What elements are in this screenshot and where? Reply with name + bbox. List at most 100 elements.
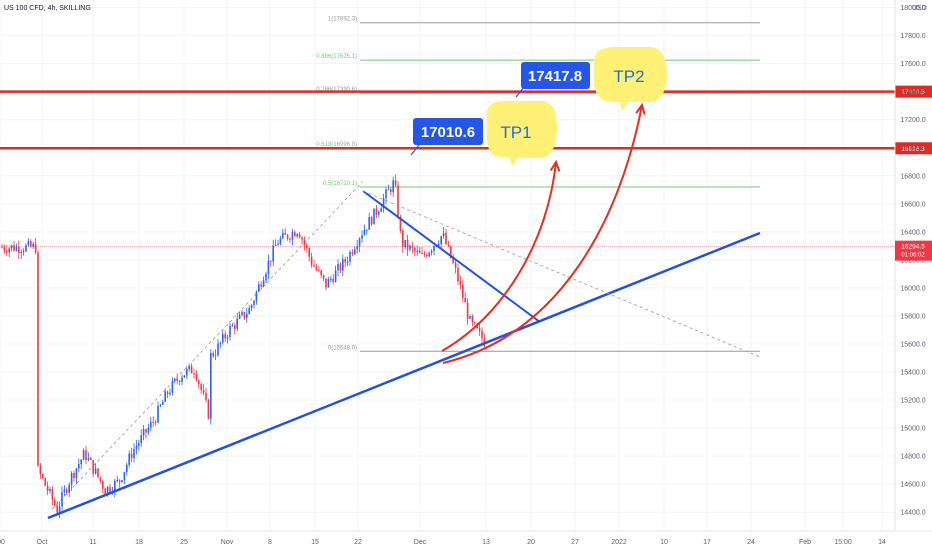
candle-body <box>392 180 394 193</box>
candle-body <box>133 448 135 459</box>
candle-body <box>454 262 457 268</box>
tp2-price-label: 17417.8 <box>528 68 582 85</box>
candle-body <box>426 254 428 257</box>
drawings[interactable] <box>47 102 761 520</box>
fibonacci-retracement[interactable]: 1(17892.3) 0.886(17625.1) 0.786(17390.6) 0.… <box>51 17 760 510</box>
candle-body <box>224 334 226 339</box>
candle-body <box>262 280 265 287</box>
horizontal-levels[interactable]: 17400.5 16996.3 <box>0 85 932 248</box>
candle-body <box>54 499 56 506</box>
price-tick-label: 17800.0 <box>900 33 925 40</box>
candle-body <box>351 251 354 254</box>
candle-body <box>447 244 450 246</box>
callout-pointer <box>410 144 420 156</box>
currency-label: USD <box>912 5 927 12</box>
candle-body <box>94 468 97 474</box>
candle-body <box>375 208 378 215</box>
candle-body <box>212 352 214 357</box>
candle-body <box>294 232 296 237</box>
candle-body <box>416 250 418 252</box>
arrow-to-tp2[interactable] <box>442 104 643 364</box>
candle-body <box>174 378 176 382</box>
candle-body <box>255 291 258 301</box>
candle-body <box>219 342 222 344</box>
candle-body <box>322 274 325 279</box>
time-tick-label: 18 <box>135 539 143 546</box>
target-annotations[interactable]: 17010.6 17417.8 TP1 TP2 <box>410 47 667 166</box>
price-tick-label: 18000.0 <box>900 5 925 12</box>
candle-body <box>176 378 178 382</box>
price-tick-label: 15600.0 <box>900 341 925 348</box>
candle-body <box>68 484 70 493</box>
candle-body <box>181 377 183 383</box>
candle-body <box>99 476 102 482</box>
candle-body <box>320 270 322 275</box>
candle-body <box>118 479 121 483</box>
candle-body <box>42 473 44 479</box>
tp1-bubble[interactable] <box>486 101 558 166</box>
candle-body <box>404 239 406 248</box>
candle-body <box>229 326 231 338</box>
candle-body <box>459 281 462 285</box>
candle-body <box>198 380 200 385</box>
price-tick-label: 15800.0 <box>900 313 925 320</box>
arrow-to-tp1[interactable] <box>441 161 557 352</box>
descending-trendline[interactable] <box>362 190 541 323</box>
candle-body <box>200 384 202 391</box>
candle-body <box>378 211 380 215</box>
time-tick-label: 24 <box>747 539 755 546</box>
candle-body <box>166 391 169 395</box>
candle-body <box>440 236 442 245</box>
candle-body <box>193 373 195 375</box>
fib-level-label: 0.5(16720.1) <box>323 181 357 187</box>
time-tick-label: Feb <box>799 539 811 546</box>
time-tick-label: Dec <box>414 539 427 546</box>
candle-body <box>214 355 217 357</box>
candle-body <box>366 229 368 231</box>
candle-body <box>342 259 344 271</box>
candle-body <box>154 422 157 424</box>
candle-body <box>102 481 104 489</box>
candle-body <box>298 234 301 238</box>
candle-body <box>210 352 212 419</box>
candle-body <box>387 189 390 191</box>
candle-body <box>457 267 459 282</box>
candle-body <box>145 429 147 433</box>
candles <box>1 174 486 519</box>
candle-body <box>37 252 39 466</box>
candle-body <box>296 234 298 237</box>
candle-body <box>27 241 30 246</box>
candle-body <box>171 381 174 393</box>
current-price-tag[interactable] <box>895 240 932 261</box>
candle-body <box>32 243 34 247</box>
tp1-price-box[interactable] <box>413 118 483 145</box>
ascending-trendline[interactable] <box>47 231 761 520</box>
fib-level-label: 0(15548.0) <box>328 345 357 351</box>
price-tick-label: 17600.0 <box>900 61 925 68</box>
tp2-bubble[interactable] <box>594 47 667 111</box>
time-tick-label: 8 <box>268 539 272 546</box>
candle-body <box>22 251 25 253</box>
candle-body <box>423 253 426 255</box>
time-tick-label: 11 <box>89 539 96 546</box>
candle-body <box>3 247 6 251</box>
candle-body <box>25 245 27 252</box>
price-tag-label: 17400.5 <box>901 89 925 96</box>
candle-body <box>246 314 248 318</box>
time-axis[interactable]: :00 Oct 11 18 25 Nov 8 15 22 Dec 13 20 27 2022 10 17 24 F… <box>0 530 932 546</box>
price-tick-label: 17400.0 <box>900 89 925 96</box>
candle-body <box>126 464 128 472</box>
tp2-price-box[interactable] <box>521 62 590 89</box>
candle-body <box>339 264 342 271</box>
candle-body <box>130 453 133 459</box>
candle-body <box>380 208 382 212</box>
candle-body <box>56 505 58 513</box>
candle-body <box>202 390 205 393</box>
price-tag <box>895 85 932 98</box>
candle-body <box>284 232 286 235</box>
price-axis[interactable]: 18000.0 17800.0 17600.0 17400.0 17200.0 17000… <box>894 0 932 530</box>
candle-body <box>123 471 126 481</box>
candle-body <box>73 472 75 479</box>
